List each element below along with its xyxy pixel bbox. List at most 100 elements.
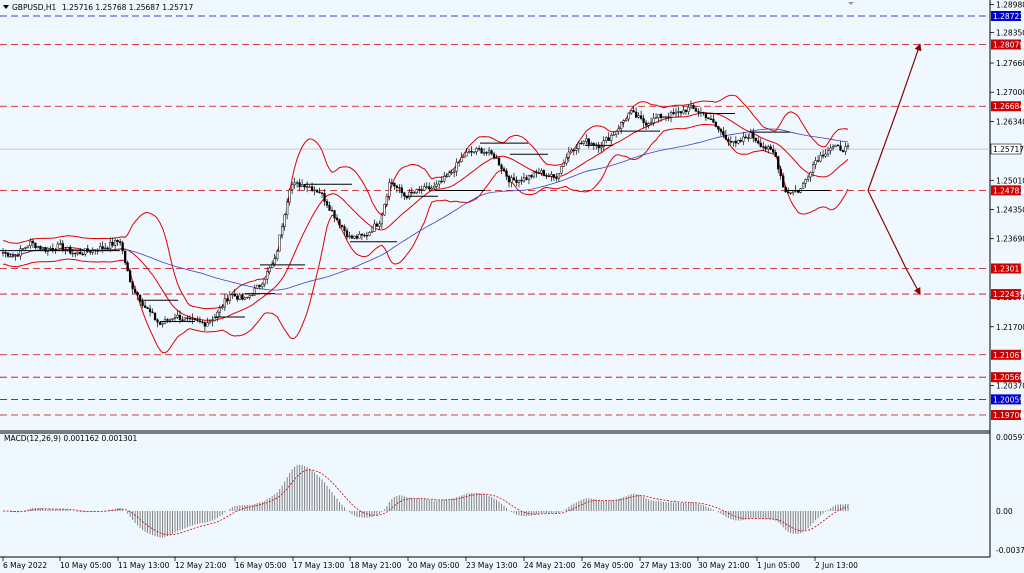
candle-body — [114, 239, 117, 246]
candle-body — [821, 154, 825, 157]
candle-body — [201, 321, 204, 323]
candle-body — [128, 270, 132, 283]
candle-body — [295, 182, 299, 184]
macd-axis-label: -0.003763 — [996, 546, 1024, 555]
candle-body — [300, 184, 304, 188]
ohlc-values: 1.25716 1.25768 1.25687 1.25717 — [62, 3, 193, 12]
candle-body — [290, 184, 294, 191]
candle-body — [724, 134, 728, 140]
candle-body — [625, 118, 628, 121]
candle-body — [238, 294, 241, 300]
level-price-tag — [991, 39, 1021, 50]
candle-body — [313, 189, 316, 192]
candle-body — [482, 152, 486, 154]
candle-body — [719, 128, 723, 132]
candle-body — [540, 170, 543, 174]
candle-body — [575, 148, 578, 151]
candle-body — [111, 241, 114, 246]
time-tick-label: 24 May 21:00 — [524, 561, 576, 570]
scroll-marker-icon[interactable] — [848, 2, 854, 5]
candle-body — [11, 255, 15, 257]
candle-body — [806, 176, 810, 180]
candle-body — [831, 146, 835, 149]
candle-body — [64, 248, 67, 251]
candle-body — [79, 251, 82, 255]
candle-body — [659, 114, 663, 119]
candle-body — [684, 109, 688, 113]
candle-body — [276, 250, 279, 259]
candle-body — [413, 192, 416, 194]
candle-body — [809, 172, 812, 178]
candle-body — [560, 166, 563, 174]
candle-body — [694, 108, 698, 112]
candle-body — [662, 116, 665, 119]
candle-body — [547, 175, 551, 177]
candle-body — [497, 157, 501, 166]
candle-body — [61, 243, 64, 251]
moving-average-line — [2, 128, 849, 291]
macd-axis-label: 0.005979 — [996, 433, 1024, 442]
candle-body — [839, 145, 842, 151]
price-axis: 1.28980 1.28350 1.27660 1.27000 1.26340 1.250… — [990, 1, 1024, 420]
horizontal-levels — [0, 15, 990, 416]
candle-body — [161, 323, 164, 325]
candle-body — [368, 232, 371, 236]
candle-body — [617, 128, 620, 132]
candle-body — [440, 180, 443, 183]
candle-body — [502, 168, 506, 172]
candle-body — [679, 111, 683, 114]
candle-body — [286, 201, 289, 216]
candle-body — [178, 314, 182, 321]
candle-body — [360, 233, 364, 236]
candle-body — [779, 168, 782, 177]
candle-body — [335, 217, 339, 220]
candle-body — [233, 293, 236, 297]
candle-body — [158, 321, 162, 325]
candle-body — [330, 210, 334, 212]
candle-body — [674, 111, 678, 115]
candle-body — [472, 151, 476, 153]
candle-body — [784, 186, 787, 193]
candle-body — [231, 293, 234, 296]
candle-body — [804, 179, 807, 184]
candle-body — [310, 186, 314, 191]
candle-body — [550, 174, 553, 177]
candle-body — [345, 230, 349, 238]
candle-body — [141, 301, 144, 306]
level-price-tag — [991, 289, 1021, 300]
candle-body — [176, 314, 179, 318]
level-price-label: 1.26684 — [993, 102, 1024, 111]
candle-body — [777, 156, 780, 170]
candle-body — [836, 144, 840, 147]
time-tick-label: 11 May 13:00 — [118, 561, 170, 570]
level-price-tag — [991, 185, 1021, 196]
dropdown-triangle-icon[interactable] — [3, 5, 9, 9]
candle-body — [829, 147, 832, 151]
projection-down-leg — [867, 190, 907, 269]
candle-body — [171, 318, 174, 320]
candle-body — [283, 214, 286, 227]
candle-body — [438, 180, 441, 185]
candle-body — [824, 153, 827, 157]
candle-body — [253, 288, 256, 296]
candle-body — [826, 150, 830, 155]
candle-body — [261, 283, 264, 287]
candle-body — [485, 152, 488, 154]
candle-body — [223, 298, 226, 308]
candle-body — [251, 294, 254, 297]
candle-body — [846, 145, 850, 147]
candle-body — [126, 262, 129, 272]
candle-body — [333, 210, 336, 219]
candle-body — [298, 182, 301, 188]
candle-body — [732, 140, 735, 143]
candle-body — [415, 188, 418, 193]
candle-body — [433, 186, 436, 189]
candle-body — [418, 188, 421, 191]
candle-body — [507, 175, 511, 183]
time-tick-label: 12 May 21:00 — [175, 561, 227, 570]
price-pane[interactable] — [0, 0, 991, 558]
candle-body — [515, 179, 518, 183]
chart-header[interactable]: GBPUSD,H1 1.25716 1.25768 1.25687 1.2571… — [3, 3, 193, 12]
candle-body — [256, 284, 259, 289]
